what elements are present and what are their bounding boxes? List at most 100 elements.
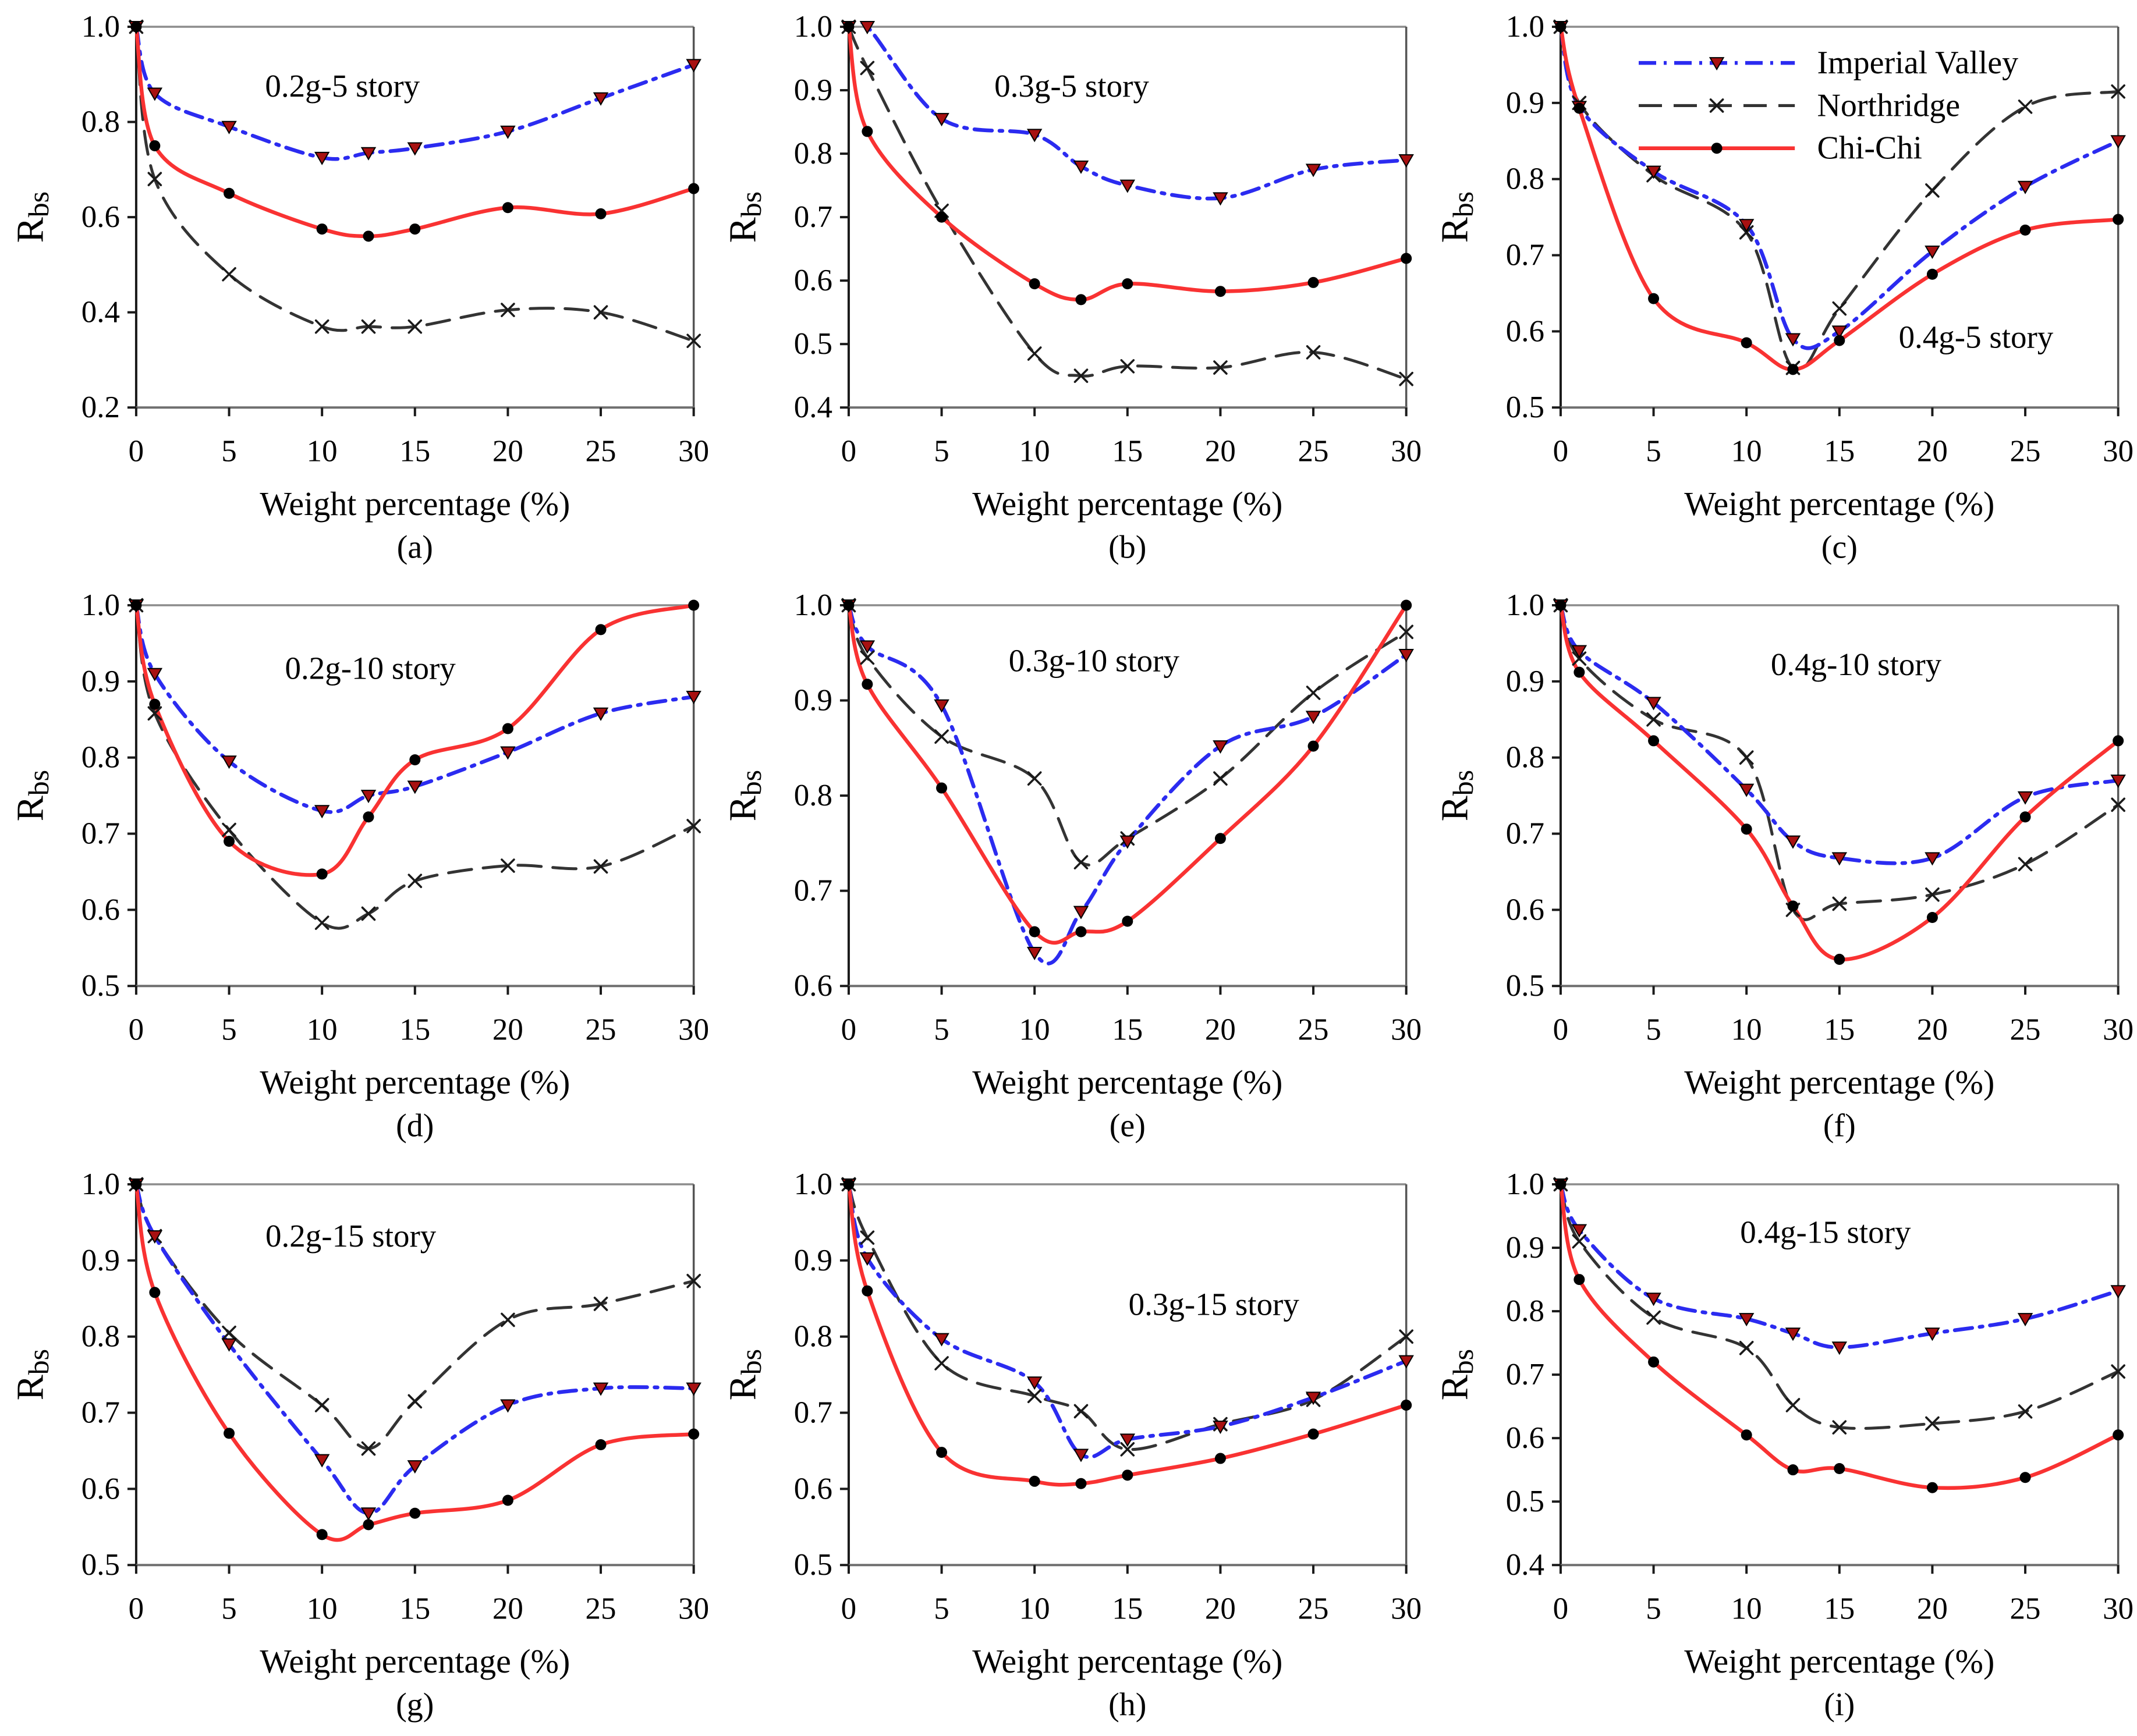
- y-axis-label-subscript: bs: [735, 770, 767, 796]
- marker-circle-chi-chi: [502, 202, 513, 214]
- marker-circle-chi-chi: [2019, 811, 2031, 823]
- series-line-northridge: [1560, 1183, 2120, 1430]
- x-tick-label: 10: [1731, 1013, 1762, 1047]
- panel-annotation: 0.2g-15 story: [265, 1217, 437, 1253]
- x-tick-label: 20: [492, 1013, 523, 1047]
- chart-svg-c: 0.5 0.6 0.7 0.8 0.9 1.0 0 5 10 15 20 25 30 Weight per…: [1434, 10, 2134, 565]
- x-tick-label: 0: [841, 1592, 856, 1625]
- y-axis-label: Rbs: [721, 770, 767, 822]
- marker-x-northridge: [1832, 896, 1847, 911]
- x-tick-label: 25: [2010, 1013, 2041, 1047]
- marker-x-northridge: [1027, 346, 1042, 361]
- marker-circle-chi-chi: [862, 679, 873, 690]
- y-tick-label: 0.6: [81, 1472, 120, 1506]
- marker-x-northridge: [686, 333, 701, 349]
- legend-label-chi-chi: Chi-Chi: [1817, 130, 1922, 166]
- legend-item-imperial-valley: Imperial Valley: [1639, 45, 2018, 81]
- y-axis-label: Rbs: [9, 1349, 54, 1401]
- marker-circle-chi-chi: [1787, 900, 1799, 912]
- x-tick-label: 20: [492, 1592, 523, 1625]
- marker-circle-chi-chi: [1555, 599, 1567, 611]
- y-tick-label: 0.6: [793, 264, 832, 297]
- legend-label-imperial-valley: Imperial Valley: [1817, 45, 2019, 81]
- marker-x-northridge: [1710, 98, 1724, 113]
- x-tick-label: 10: [1731, 1592, 1762, 1625]
- marker-x-northridge: [222, 1325, 236, 1340]
- x-tick-label: 0: [1553, 1013, 1568, 1047]
- chart-svg-a: 0.2 0.4 0.6 0.8 1.0 0 5 10 15 20 25 30 Weight percen…: [9, 10, 709, 565]
- marker-triangle-down-imperial-valley: [147, 87, 163, 101]
- marker-triangle-down-imperial-valley: [1925, 1327, 1940, 1341]
- marker-triangle-down-imperial-valley: [1831, 1341, 1848, 1355]
- marker-x-northridge: [407, 319, 423, 334]
- y-tick-label: 0.6: [1506, 1421, 1544, 1455]
- series-line-imperial-valley: [1560, 1182, 2121, 1350]
- marker-x-northridge: [361, 1441, 376, 1456]
- marker-circle-chi-chi: [409, 1507, 421, 1519]
- chart-panel-b: 0.4 0.5 0.6 0.7 0.8 0.9 1.0 0 5 10 15 20 25 30 Weight …: [713, 0, 1425, 578]
- marker-x-northridge: [860, 650, 874, 665]
- series-line-northridge: [847, 25, 1408, 381]
- marker-triangle-down-imperial-valley: [1646, 165, 1662, 179]
- marker-triangle-down-imperial-valley: [2110, 1284, 2127, 1298]
- x-tick-label: 30: [2103, 1592, 2134, 1625]
- x-tick-label: 0: [129, 434, 144, 468]
- x-tick-label: 30: [678, 1592, 709, 1625]
- marker-circle-chi-chi: [1307, 740, 1319, 752]
- y-tick-label: 0.5: [81, 970, 120, 1003]
- marker-circle-chi-chi: [1214, 1453, 1226, 1464]
- series-markers-imperial-valley: [1553, 1178, 2127, 1355]
- x-tick-label: 0: [841, 434, 856, 468]
- chart-panel-i: 0.4 0.5 0.6 0.7 0.8 0.9 1.0 0 5 10 15 20 25 30 Weight …: [1424, 1158, 2137, 1736]
- y-axis-label-subscript: bs: [735, 191, 767, 217]
- y-tick-label: 0.5: [1506, 970, 1544, 1003]
- marker-circle-chi-chi: [1834, 335, 1845, 346]
- marker-triangle-down-imperial-valley: [1212, 192, 1228, 206]
- y-tick-label: 0.7: [1506, 239, 1544, 272]
- panel-annotation: 0.2g-5 story: [265, 68, 420, 104]
- marker-x-northridge: [934, 729, 949, 744]
- y-axis-label-subscript: bs: [22, 191, 55, 217]
- marker-x-northridge: [1399, 624, 1413, 640]
- y-tick-label: 0.8: [793, 779, 832, 812]
- marker-x-northridge: [1213, 771, 1228, 786]
- x-tick-label: 25: [1298, 434, 1328, 468]
- y-axis-label-subscript: bs: [1447, 1349, 1479, 1375]
- marker-x-northridge: [1739, 750, 1754, 765]
- marker-x-northridge: [1399, 1329, 1413, 1344]
- marker-circle-chi-chi: [1075, 1478, 1087, 1489]
- marker-triangle-down-imperial-valley: [360, 147, 377, 161]
- marker-x-northridge: [1739, 225, 1754, 240]
- marker-triangle-down-imperial-valley: [1119, 179, 1135, 193]
- x-tick-label: 10: [1019, 1592, 1050, 1625]
- y-tick-label: 0.6: [1506, 314, 1544, 348]
- marker-x-northridge: [2018, 100, 2033, 114]
- marker-triangle-down-imperial-valley: [221, 120, 237, 134]
- marker-triangle-down-imperial-valley: [593, 92, 609, 106]
- panel-annotation: 0.3g-10 story: [1008, 643, 1179, 679]
- y-tick-label: 0.8: [81, 741, 120, 775]
- marker-triangle-down-imperial-valley: [1026, 129, 1043, 143]
- chart-panel-d: 0.5 0.6 0.7 0.8 0.9 1.0 0 5 10 15 20 25 30 Weight per…: [0, 578, 713, 1157]
- marker-triangle-down-imperial-valley: [1305, 1391, 1321, 1405]
- marker-triangle-down-imperial-valley: [1646, 1292, 1662, 1306]
- marker-circle-chi-chi: [1741, 1429, 1753, 1440]
- marker-circle-chi-chi: [1214, 833, 1226, 844]
- marker-triangle-down-imperial-valley: [1785, 333, 1801, 347]
- x-tick-label: 5: [221, 434, 236, 468]
- series-line-chi-chi: [847, 24, 1408, 302]
- x-tick-label: 30: [2103, 1013, 2134, 1047]
- marker-circle-chi-chi: [2019, 1471, 2031, 1483]
- marker-circle-chi-chi: [224, 1428, 235, 1439]
- x-tick-label: 15: [1112, 1013, 1143, 1047]
- marker-x-northridge: [686, 1273, 701, 1288]
- marker-triangle-down-imperial-valley: [2018, 791, 2033, 805]
- marker-triangle-down-imperial-valley: [360, 790, 377, 804]
- y-tick-label: 0.4: [81, 296, 120, 329]
- marker-x-northridge: [501, 858, 515, 874]
- marker-circle-chi-chi: [149, 1286, 161, 1298]
- y-axis-label-subscript: bs: [735, 1349, 767, 1375]
- x-tick-label: 15: [1112, 1592, 1143, 1625]
- marker-x-northridge: [1120, 1442, 1135, 1457]
- y-tick-label: 1.0: [793, 10, 832, 44]
